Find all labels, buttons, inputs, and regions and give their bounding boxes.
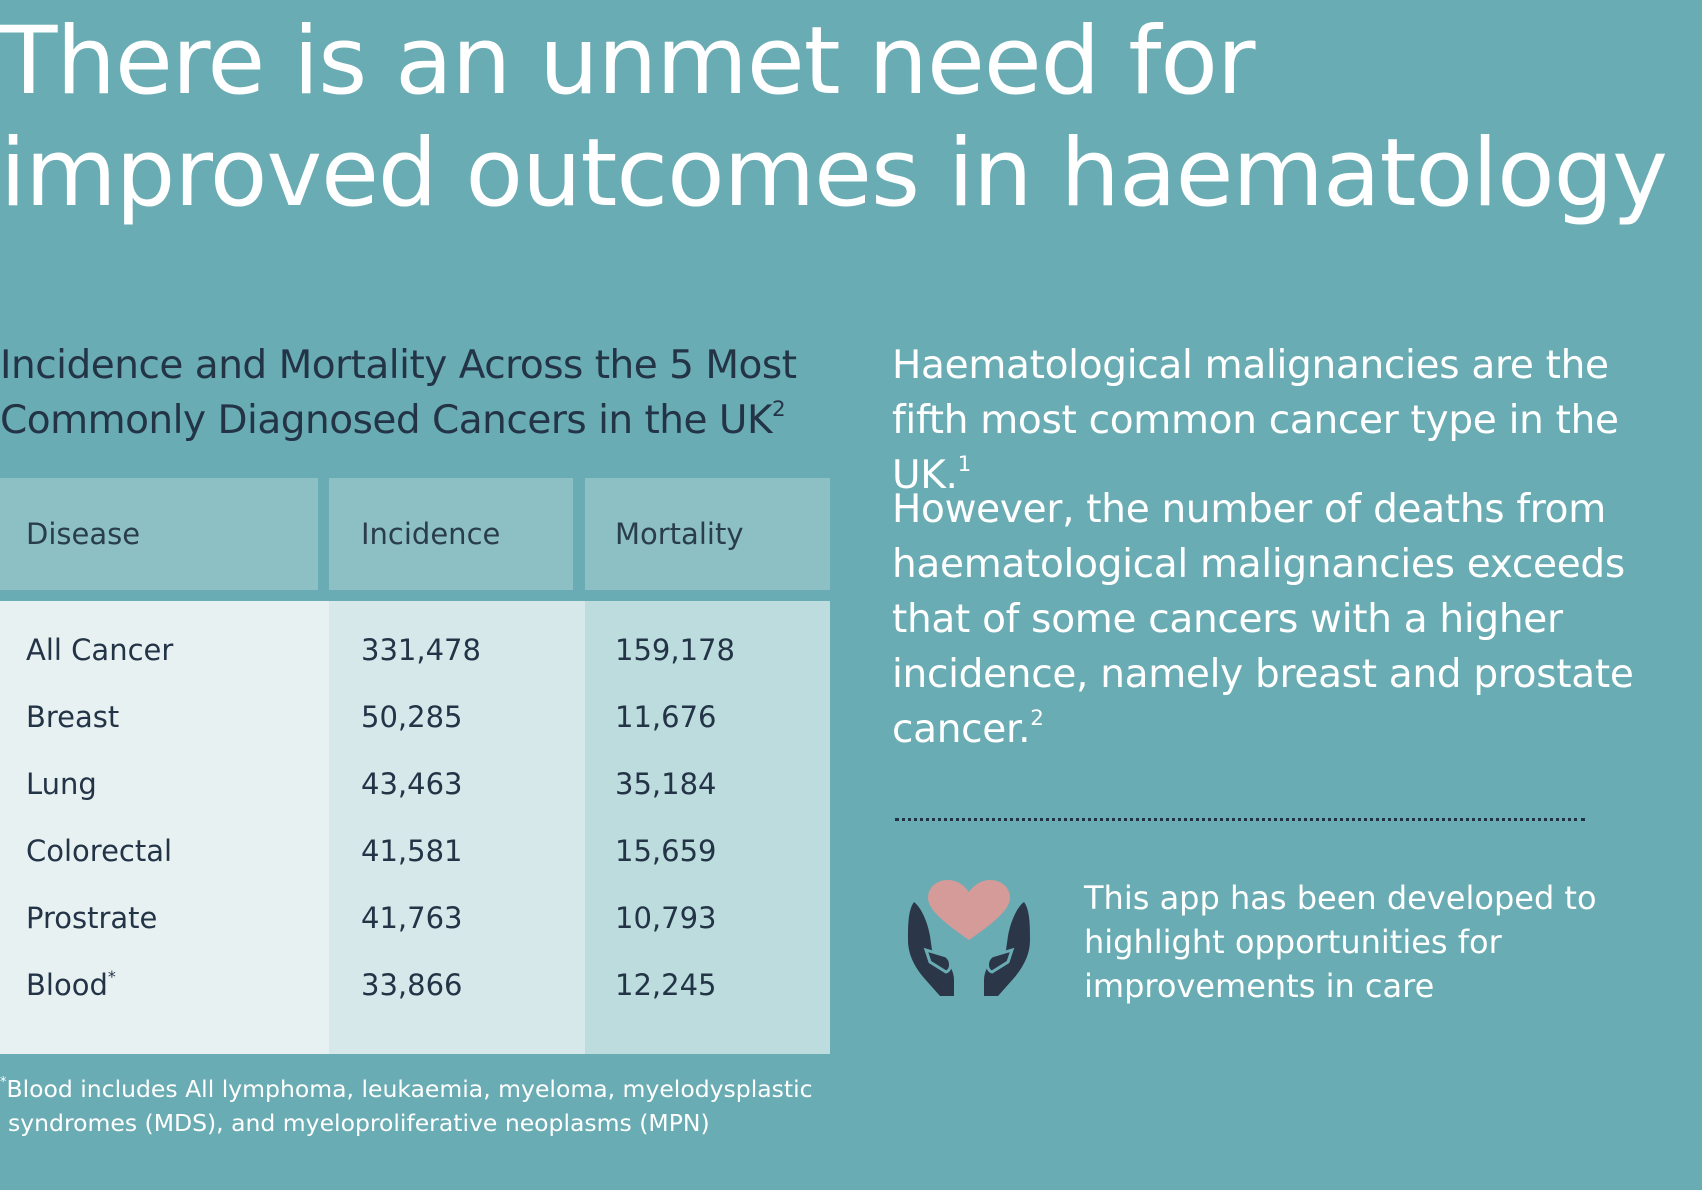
fact-text-incidence: Haematological malignancies are the fift…	[892, 343, 1619, 498]
title-line-2: improved outcomes in haematology	[0, 119, 1668, 228]
disease-cell: Lung	[26, 767, 97, 801]
incidence-cell: 43,463	[361, 767, 463, 801]
page-title: There is an unmet need for improved outc…	[0, 6, 1702, 230]
column-header-disease: Disease	[0, 478, 318, 590]
reference-marker: 2	[1030, 705, 1044, 731]
table-heading: Incidence and Mortality Across the 5 Mos…	[0, 338, 840, 448]
table-row: Colorectal 41,581 15,659	[0, 826, 830, 893]
disease-cell: Prostrate	[26, 901, 158, 935]
mortality-cell: 11,676	[615, 700, 717, 734]
table-row: Lung 43,463 35,184	[0, 759, 830, 826]
disease-cell-text: Blood	[26, 968, 108, 1002]
right-hand-thumb	[986, 947, 1015, 974]
footnote-marker: *	[0, 1075, 7, 1091]
heart-in-hands-icon	[908, 880, 1030, 996]
disease-cell: Breast	[26, 700, 120, 734]
footnote-line-2: syndromes (MDS), and myeloproliferative …	[8, 1109, 710, 1137]
column-header-mortality: Mortality	[585, 478, 830, 590]
incidence-column-background	[329, 601, 585, 1054]
table-body: All Cancer 331,478 159,178 Breast 50,285…	[0, 625, 830, 1027]
incidence-cell: 33,866	[361, 968, 463, 1002]
table-heading-line-2: Commonly Diagnosed Cancers in the UK	[0, 398, 773, 443]
table-row: Prostrate 41,763 10,793	[0, 893, 830, 960]
incidence-cell: 331,478	[361, 633, 481, 667]
table-row: Breast 50,285 11,676	[0, 692, 830, 759]
mortality-cell: 10,793	[615, 901, 717, 935]
table-row: All Cancer 331,478 159,178	[0, 625, 830, 692]
fact-text-mortality: However, the number of deaths from haema…	[892, 487, 1634, 752]
heart-shape	[928, 880, 1010, 940]
disease-cell: All Cancer	[26, 633, 174, 667]
footnote-line-1: *Blood includes All lymphoma, leukaemia,…	[0, 1075, 813, 1103]
left-hand-shape	[908, 902, 954, 996]
incidence-cell: 41,763	[361, 901, 463, 935]
title-line-1: There is an unmet need for	[0, 7, 1255, 116]
mortality-cell: 15,659	[615, 834, 717, 868]
incidence-cell: 50,285	[361, 700, 463, 734]
dotted-divider	[895, 818, 1585, 821]
table-heading-line-1: Incidence and Mortality Across the 5 Mos…	[0, 343, 797, 388]
disease-cell: Colorectal	[26, 834, 173, 868]
fact-paragraph-incidence: Haematological malignancies are the fift…	[892, 338, 1692, 503]
footnote-marker: *	[107, 966, 116, 986]
incidence-cell: 41,581	[361, 834, 463, 868]
column-header-incidence: Incidence	[329, 478, 573, 590]
disease-cell: Blood*	[26, 968, 116, 1002]
mortality-cell: 35,184	[615, 767, 717, 801]
left-hand-thumb	[923, 947, 952, 974]
fact-paragraph-mortality: However, the number of deaths from haema…	[892, 482, 1692, 757]
app-purpose-note: This app has been developed to highlight…	[1084, 879, 1597, 1005]
mortality-cell: 12,245	[615, 968, 717, 1002]
mortality-cell: 159,178	[615, 633, 735, 667]
right-hand-shape	[984, 902, 1030, 996]
mortality-column-background	[585, 601, 830, 1054]
table-row: Blood* 33,866 12,245	[0, 960, 830, 1027]
reference-marker: 1	[957, 451, 972, 477]
reference-marker: 2	[772, 396, 786, 422]
footnote-text-1: Blood includes All lymphoma, leukaemia, …	[6, 1075, 813, 1103]
table-footnote: *Blood includes All lymphoma, leukaemia,…	[0, 1072, 840, 1140]
disease-column-background	[0, 601, 329, 1054]
